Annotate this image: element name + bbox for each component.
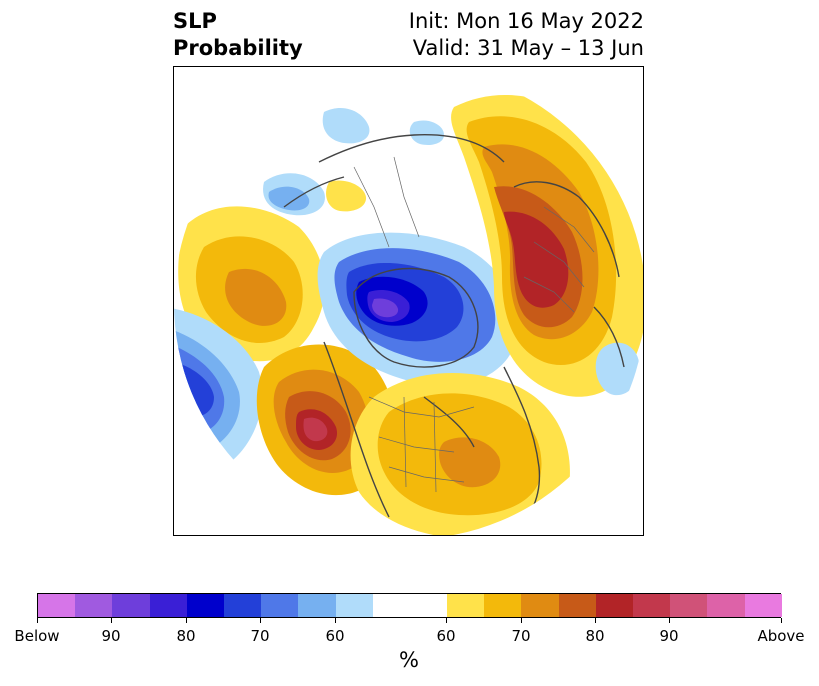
tick-label: 90 — [101, 627, 121, 645]
color-segment — [670, 594, 708, 617]
tick-label: 60 — [436, 627, 456, 645]
tick-mark — [446, 618, 447, 623]
tick-mark — [521, 618, 522, 623]
tick-mark — [260, 618, 261, 623]
tick-mark — [37, 618, 38, 623]
color-segment — [744, 594, 782, 617]
color-segment — [298, 594, 336, 617]
coastlines — [283, 134, 625, 535]
tick-label: Above — [757, 627, 805, 645]
color-segment — [595, 594, 634, 617]
color-segment — [149, 594, 187, 617]
tick-label: 70 — [250, 627, 270, 645]
tick-label: 80 — [176, 627, 196, 645]
probability-map — [173, 66, 644, 536]
tick-label: 60 — [325, 627, 345, 645]
color-segment — [75, 594, 113, 617]
tick-label: Below — [14, 627, 60, 645]
anomaly-arctic — [317, 232, 517, 386]
color-segment — [261, 594, 299, 617]
valid-range: Valid: 31 May – 13 Jun — [412, 36, 644, 60]
map-title: SLP Probability — [173, 8, 303, 62]
tick-mark — [111, 618, 112, 623]
color-segment — [521, 594, 559, 617]
title-line-2: Probability — [173, 36, 303, 60]
anomaly-north-pacific — [178, 206, 325, 362]
color-segment — [38, 594, 76, 617]
tick-mark — [781, 618, 782, 623]
anomaly-upper-streaks — [263, 107, 444, 216]
tick-mark — [186, 618, 187, 623]
color-segment — [484, 594, 522, 617]
tick-label: 80 — [585, 627, 605, 645]
anomaly-europe-blue — [595, 342, 640, 396]
color-segment — [186, 594, 224, 617]
color-segment — [372, 594, 448, 617]
color-segment — [112, 594, 150, 617]
tick-mark — [595, 618, 596, 623]
country-borders — [353, 156, 595, 493]
anomaly-eurasia — [451, 95, 643, 397]
unit-label: % — [399, 648, 419, 672]
color-segment — [633, 594, 671, 617]
init-date: Init: Mon 16 May 2022 — [408, 9, 644, 33]
anomaly-north-atlantic — [350, 373, 570, 535]
color-segment — [447, 594, 485, 617]
tick-mark — [669, 618, 670, 623]
tick-label: 90 — [659, 627, 679, 645]
color-segment — [335, 594, 373, 617]
color-segment — [558, 594, 596, 617]
title-line-1: SLP — [173, 9, 217, 33]
color-segment — [223, 594, 262, 617]
tick-label: 70 — [511, 627, 531, 645]
date-info: Init: Mon 16 May 2022 Valid: 31 May – 13… — [409, 8, 644, 62]
color-scale-bar — [37, 593, 782, 618]
map-svg — [174, 67, 643, 535]
tick-mark — [335, 618, 336, 623]
color-segment — [707, 594, 745, 617]
